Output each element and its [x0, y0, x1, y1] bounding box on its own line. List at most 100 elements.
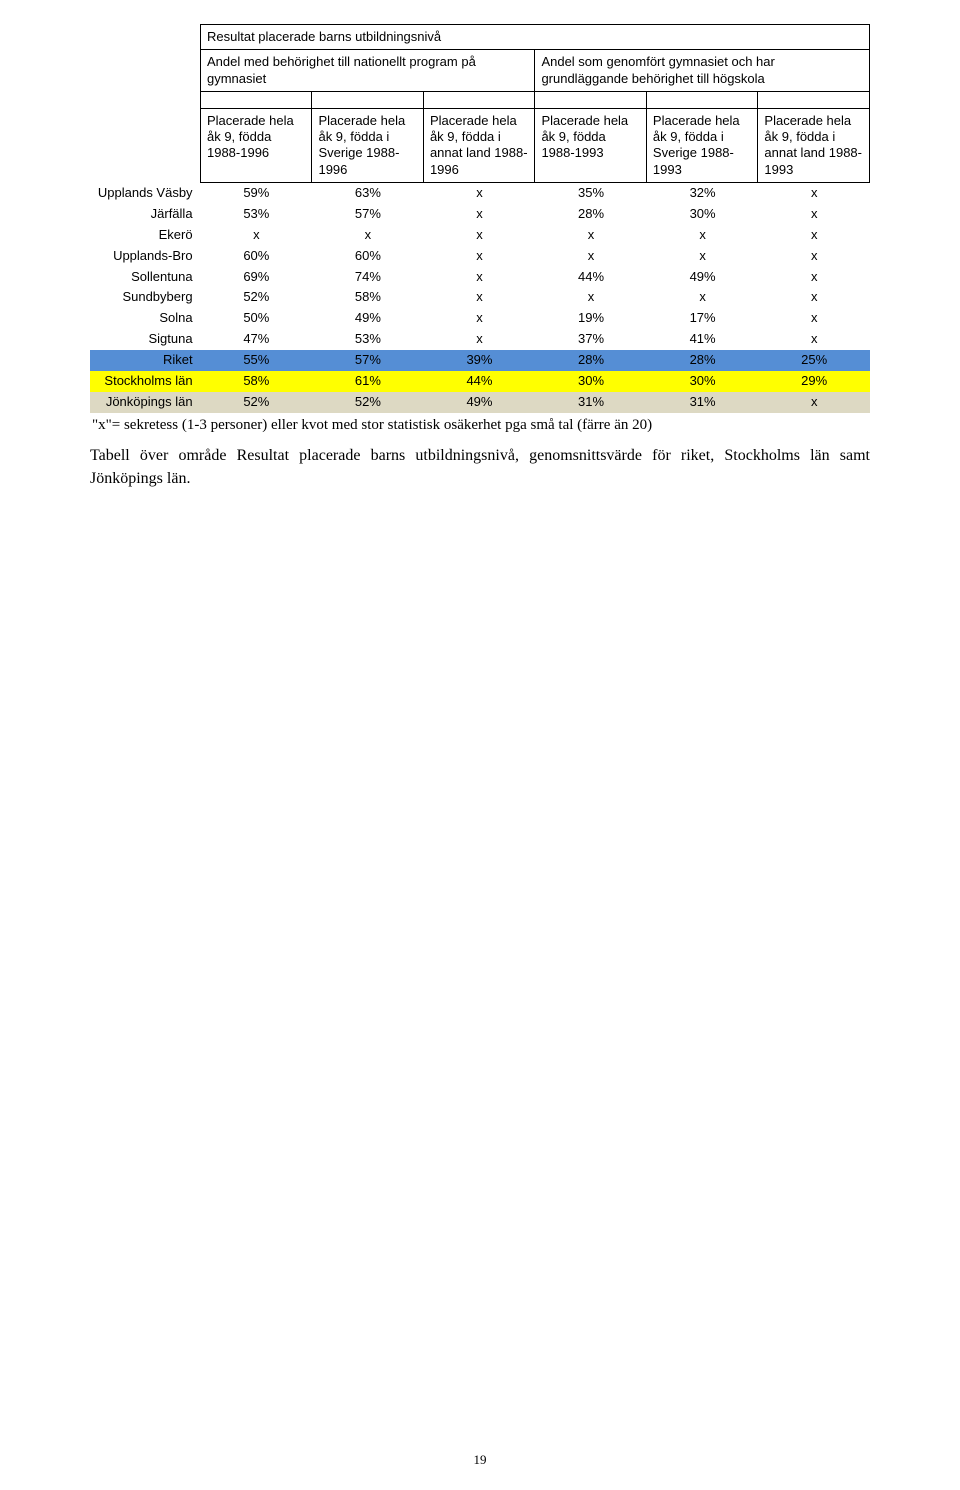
row-category: Järfälla — [90, 204, 201, 225]
row-value: 50% — [201, 308, 313, 329]
col-heading-3: Placerade hela åk 9, födda i annat land … — [423, 108, 534, 182]
spacer-row — [90, 91, 870, 108]
title-row: Resultat placerade barns utbildningsnivå — [90, 25, 870, 50]
table-title: Resultat placerade barns utbildningsnivå — [200, 25, 869, 50]
footnote: "x"= sekretess (1-3 personer) eller kvot… — [90, 417, 870, 434]
row-value: 28% — [535, 350, 647, 371]
row-value: 30% — [647, 204, 759, 225]
table-row: Järfälla53%57%x28%30%x — [90, 204, 870, 225]
header-table: Resultat placerade barns utbildningsnivå… — [90, 24, 870, 183]
row-value: 25% — [758, 350, 870, 371]
page-number: 19 — [0, 1452, 960, 1468]
row-category: Riket — [90, 350, 201, 371]
table-row: Ekeröxxxxxx — [90, 225, 870, 246]
row-value: 60% — [312, 246, 424, 267]
row-value: 28% — [647, 350, 759, 371]
row-value: x — [535, 246, 647, 267]
row-value: 57% — [312, 350, 424, 371]
col-heading-2: Placerade hela åk 9, födda i Sverige 198… — [312, 108, 423, 182]
row-value: 52% — [201, 287, 313, 308]
row-value: 28% — [535, 204, 647, 225]
row-value: x — [758, 246, 870, 267]
row-value: 31% — [535, 392, 647, 413]
row-value: x — [201, 225, 313, 246]
row-value: 37% — [535, 329, 647, 350]
row-value: 58% — [201, 371, 313, 392]
subheading-row: Andel med behörighet till nationellt pro… — [90, 50, 870, 92]
row-value: x — [535, 225, 647, 246]
row-value: 60% — [201, 246, 313, 267]
row-value: 52% — [312, 392, 424, 413]
table-row: Upplands-Bro60%60%xxxx — [90, 246, 870, 267]
row-value: x — [758, 204, 870, 225]
table-row: Solna50%49%x19%17%x — [90, 308, 870, 329]
row-value: 41% — [647, 329, 759, 350]
row-value: 35% — [535, 183, 647, 204]
row-value: x — [424, 246, 536, 267]
row-category: Ekerö — [90, 225, 201, 246]
col-heading-6: Placerade hela åk 9, födda i annat land … — [758, 108, 870, 182]
row-value: x — [535, 287, 647, 308]
row-value: 53% — [312, 329, 424, 350]
row-value: x — [758, 183, 870, 204]
row-value: x — [758, 392, 870, 413]
row-value: 44% — [424, 371, 536, 392]
table-row: Riket55%57%39%28%28%25% — [90, 350, 870, 371]
table-row: Sollentuna69%74%x44%49%x — [90, 267, 870, 288]
row-value: 57% — [312, 204, 424, 225]
page: Resultat placerade barns utbildningsnivå… — [0, 0, 960, 1490]
row-value: 49% — [312, 308, 424, 329]
row-value: 31% — [647, 392, 759, 413]
row-value: x — [424, 267, 536, 288]
subheading-left: Andel med behörighet till nationellt pro… — [200, 50, 534, 92]
row-value: 55% — [201, 350, 313, 371]
subheading-right: Andel som genomfört gymnasiet och har gr… — [535, 50, 870, 92]
data-table: Upplands Väsby59%63%x35%32%xJärfälla53%5… — [90, 183, 870, 413]
row-value: x — [758, 308, 870, 329]
row-value: 52% — [201, 392, 313, 413]
row-category: Sollentuna — [90, 267, 201, 288]
row-value: 69% — [201, 267, 313, 288]
row-value: x — [758, 329, 870, 350]
row-value: 19% — [535, 308, 647, 329]
row-value: 59% — [201, 183, 313, 204]
row-value: 39% — [424, 350, 536, 371]
row-value: x — [758, 225, 870, 246]
row-category: Stockholms län — [90, 371, 201, 392]
row-value: 32% — [647, 183, 759, 204]
row-value: x — [424, 287, 536, 308]
colhead-empty-cell — [90, 108, 200, 182]
row-value: 61% — [312, 371, 424, 392]
row-value: x — [647, 287, 759, 308]
col-heading-5: Placerade hela åk 9, födda i Sverige 198… — [646, 108, 757, 182]
row-value: x — [758, 267, 870, 288]
row-category: Solna — [90, 308, 201, 329]
row-category: Sundbyberg — [90, 287, 201, 308]
row-category: Jönköpings län — [90, 392, 201, 413]
table-row: Upplands Väsby59%63%x35%32%x — [90, 183, 870, 204]
row-value: 47% — [201, 329, 313, 350]
row-value: 30% — [535, 371, 647, 392]
row-value: x — [424, 225, 536, 246]
row-value: x — [758, 287, 870, 308]
row-value: 49% — [424, 392, 536, 413]
table-row: Sundbyberg52%58%xxxx — [90, 287, 870, 308]
row-value: 74% — [312, 267, 424, 288]
row-value: x — [424, 308, 536, 329]
row-value: x — [312, 225, 424, 246]
row-value: 17% — [647, 308, 759, 329]
row-value: 30% — [647, 371, 759, 392]
table-row: Jönköpings län52%52%49%31%31%x — [90, 392, 870, 413]
row-category: Upplands-Bro — [90, 246, 201, 267]
row-value: x — [424, 204, 536, 225]
row-value: 29% — [758, 371, 870, 392]
col-heading-4: Placerade hela åk 9, födda 1988-1993 — [535, 108, 646, 182]
table-row: Sigtuna47%53%x37%41%x — [90, 329, 870, 350]
row-category: Sigtuna — [90, 329, 201, 350]
row-value: 49% — [647, 267, 759, 288]
row-value: 63% — [312, 183, 424, 204]
subheading-empty-cell — [90, 50, 200, 92]
row-value: x — [424, 329, 536, 350]
title-empty-cell — [90, 25, 200, 50]
row-value: x — [647, 246, 759, 267]
